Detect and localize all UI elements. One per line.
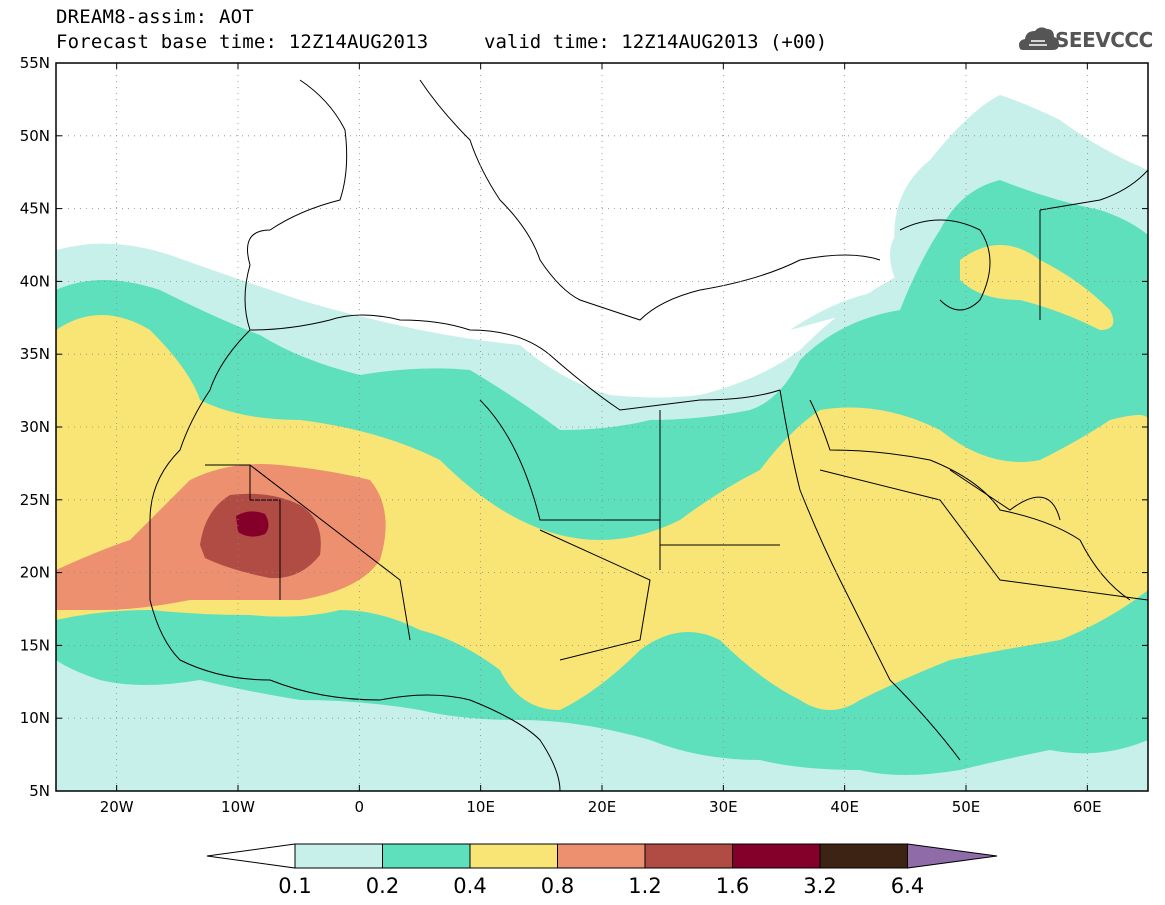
- lon-label: 20W: [100, 798, 134, 816]
- coastlines: [149, 79, 1148, 791]
- lat-label: 45N: [20, 200, 50, 218]
- lat-label: 40N: [20, 272, 50, 290]
- colorbar-level-label: 1.6: [716, 874, 749, 898]
- lon-label: 0: [355, 798, 365, 816]
- lat-label: 10N: [20, 709, 50, 727]
- grid: [56, 63, 1148, 791]
- map-title: DREAM8-assim: AOT: [56, 6, 254, 28]
- lon-label: 20E: [588, 798, 617, 816]
- colorbar-level-label: 0.1: [278, 874, 311, 898]
- lon-label: 10E: [466, 798, 495, 816]
- lat-label: 20N: [20, 564, 50, 582]
- colorbar-swatch: [294, 843, 383, 869]
- cloud-logo-icon: [1019, 27, 1059, 50]
- colorbar-swatch: [819, 843, 908, 869]
- colorbar-level-label: 0.2: [366, 874, 399, 898]
- lon-label: 50E: [952, 798, 981, 816]
- colorbar-swatch: [644, 843, 733, 869]
- colorbar-level-label: 0.4: [453, 874, 486, 898]
- colorbar-over-arrow: [907, 843, 998, 869]
- lat-label: 5N: [29, 782, 50, 800]
- lon-label: 60E: [1073, 798, 1102, 816]
- forecast-base-time: Forecast base time: 12Z14AUG2013: [56, 31, 429, 53]
- lat-label: 50N: [20, 127, 50, 145]
- lon-label: 30E: [709, 798, 738, 816]
- colorbar-level-label: 1.2: [628, 874, 661, 898]
- colorbar-swatch: [732, 843, 821, 869]
- logo-text: SEEVCCC: [1055, 28, 1153, 52]
- lon-label: 10W: [221, 798, 255, 816]
- lon-label: 40E: [830, 798, 859, 816]
- colorbar-swatch: [382, 843, 471, 869]
- colorbar: 0.1 0.2 0.4 0.8 1.2 1.6 3.2 6.4: [206, 843, 998, 898]
- lat-label: 55N: [20, 54, 50, 72]
- lat-label: 25N: [20, 491, 50, 509]
- colorbar-swatch: [469, 843, 558, 869]
- colorbar-level-label: 6.4: [891, 874, 924, 898]
- colorbar-level-label: 3.2: [803, 874, 836, 898]
- lat-label: 15N: [20, 636, 50, 654]
- colorbar-level-label: 0.8: [541, 874, 574, 898]
- lat-label: 30N: [20, 418, 50, 436]
- valid-time: valid time: 12Z14AUG2013 (+00): [484, 31, 828, 53]
- lat-label: 35N: [20, 345, 50, 363]
- colorbar-swatch: [557, 843, 646, 869]
- colorbar-under-arrow: [206, 843, 296, 869]
